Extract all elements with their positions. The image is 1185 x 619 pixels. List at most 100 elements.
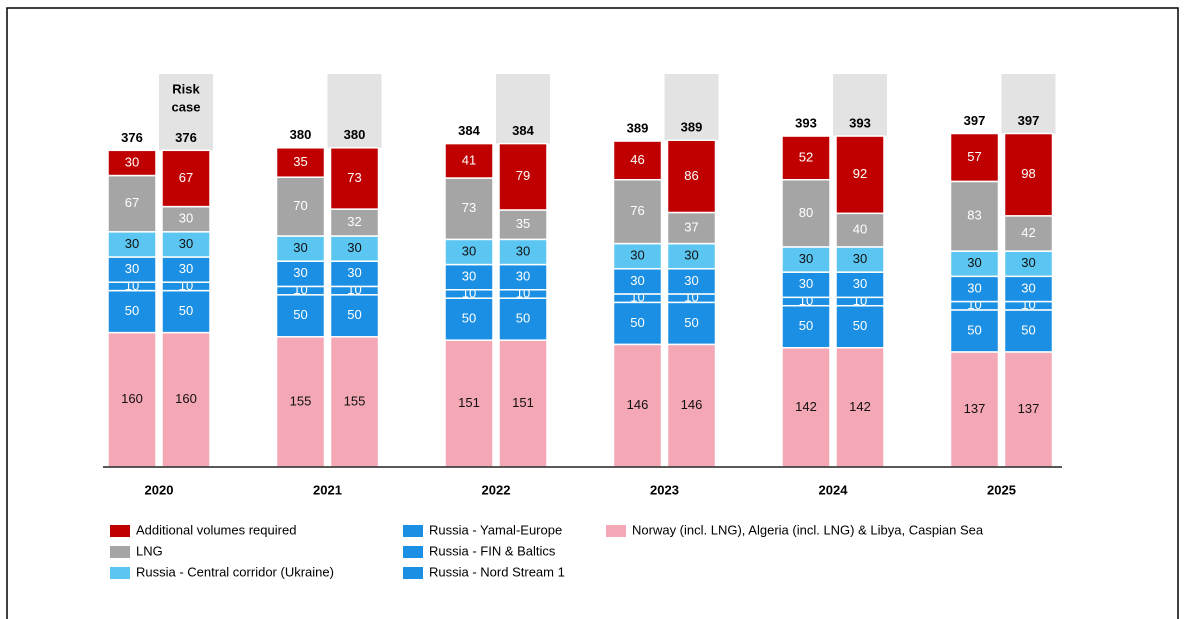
bar-segment [781, 178, 831, 248]
legend-swatch [110, 525, 130, 537]
bar-segment [835, 271, 885, 299]
risk-background [327, 74, 382, 148]
bar-label: 30 [293, 265, 307, 280]
bar-label: 67 [179, 170, 193, 185]
x-tick-label: 2024 [819, 482, 849, 497]
bar-label: 79 [516, 168, 530, 183]
bar-segment [666, 301, 717, 346]
bar-segment [498, 263, 548, 291]
bar-label: 30 [853, 276, 867, 291]
legend-label: Norway (incl. LNG), Algeria (incl. LNG) … [632, 522, 984, 537]
bar-segment [781, 246, 831, 273]
bar-label: 42 [1021, 225, 1035, 240]
bar-segment [666, 242, 717, 270]
bar-segment [498, 238, 548, 266]
x-tick-label: 2021 [313, 482, 342, 497]
bar-segment [275, 260, 326, 288]
bar-segment [949, 309, 1000, 353]
legend-swatch [606, 525, 626, 537]
bar-label: 50 [853, 318, 867, 333]
bar-label: 142 [849, 399, 871, 414]
bar-label: 30 [125, 236, 139, 251]
bar-segment [612, 301, 663, 346]
bar-segment [444, 238, 494, 266]
bar-segment [444, 177, 494, 241]
bar-label: 30 [179, 236, 193, 251]
bar-segment [949, 180, 1000, 252]
risk-background [159, 74, 213, 151]
bar-segment [275, 235, 326, 262]
bar-segment [612, 140, 663, 181]
legend-label: Russia - Nord Stream 1 [429, 564, 565, 579]
bar-segment [612, 343, 663, 468]
bar-segment [949, 275, 1000, 303]
bar-total: 389 [681, 120, 703, 135]
bar-label: 50 [516, 311, 530, 326]
bar-segment [107, 331, 157, 468]
bar-label: 70 [293, 198, 307, 213]
bar-label: 30 [630, 273, 644, 288]
bar-label: 92 [853, 166, 867, 181]
bar-segment [329, 336, 380, 468]
bar-label: 30 [125, 154, 139, 169]
bar-label: 30 [684, 273, 698, 288]
bar-segment [835, 246, 885, 273]
bar-label: 137 [964, 401, 986, 416]
x-tick-label: 2023 [650, 482, 679, 497]
bar-label: 73 [347, 170, 361, 185]
bar-label: 50 [684, 315, 698, 330]
bar-segment [275, 336, 326, 468]
bar-label: 98 [1021, 166, 1035, 181]
bar-total: 393 [795, 115, 817, 130]
bar-segment [781, 304, 831, 349]
legend-swatch [403, 546, 423, 558]
bar-label: 35 [516, 216, 530, 231]
bar-segment [275, 147, 326, 178]
bar-label: 67 [125, 195, 139, 210]
bar-total: 397 [1018, 113, 1040, 128]
bar-label: 37 [684, 219, 698, 234]
legend-swatch [110, 567, 130, 579]
bar-label: 50 [630, 315, 644, 330]
legend-label: Russia - Central corridor (Ukraine) [136, 564, 334, 579]
bar-segment [275, 176, 326, 237]
bar-label: 52 [799, 149, 813, 164]
bar-segment [835, 346, 885, 468]
bar-total: 384 [512, 123, 534, 138]
bar-segment [835, 135, 885, 215]
bar-label: 30 [179, 211, 193, 226]
bar-label: 50 [179, 303, 193, 318]
bar-segment [612, 242, 663, 270]
bar-segment [781, 135, 831, 181]
bar-label: 155 [344, 393, 366, 408]
bar-segment [161, 289, 211, 334]
bar-label: 142 [795, 399, 817, 414]
bar-segment [161, 331, 211, 468]
legend-label: LNG [136, 543, 163, 558]
bar-segment [329, 147, 380, 210]
bar-segment [161, 205, 211, 233]
risk-background [664, 74, 719, 141]
bar-total: 384 [458, 123, 480, 138]
bar-total: 397 [964, 113, 986, 128]
bar-segment [444, 142, 494, 179]
bar-segment [666, 139, 717, 214]
bar-segment [949, 351, 1000, 468]
bar-segment [666, 211, 717, 245]
bar-label: 30 [516, 243, 530, 258]
bar-label: 76 [630, 203, 644, 218]
bar-label: 80 [799, 205, 813, 220]
bar-label: 30 [179, 261, 193, 276]
x-tick-label: 2025 [987, 482, 1016, 497]
bar-label: 146 [681, 397, 703, 412]
bar-total: 380 [290, 127, 312, 142]
bar-label: 57 [967, 149, 981, 164]
bar-label: 146 [627, 397, 649, 412]
bar-label: 30 [347, 265, 361, 280]
bar-label: 50 [462, 311, 476, 326]
bar-total: 393 [849, 115, 871, 130]
bar-segment [161, 149, 211, 208]
bar-label: 30 [347, 240, 361, 255]
frame [6, 7, 1179, 619]
